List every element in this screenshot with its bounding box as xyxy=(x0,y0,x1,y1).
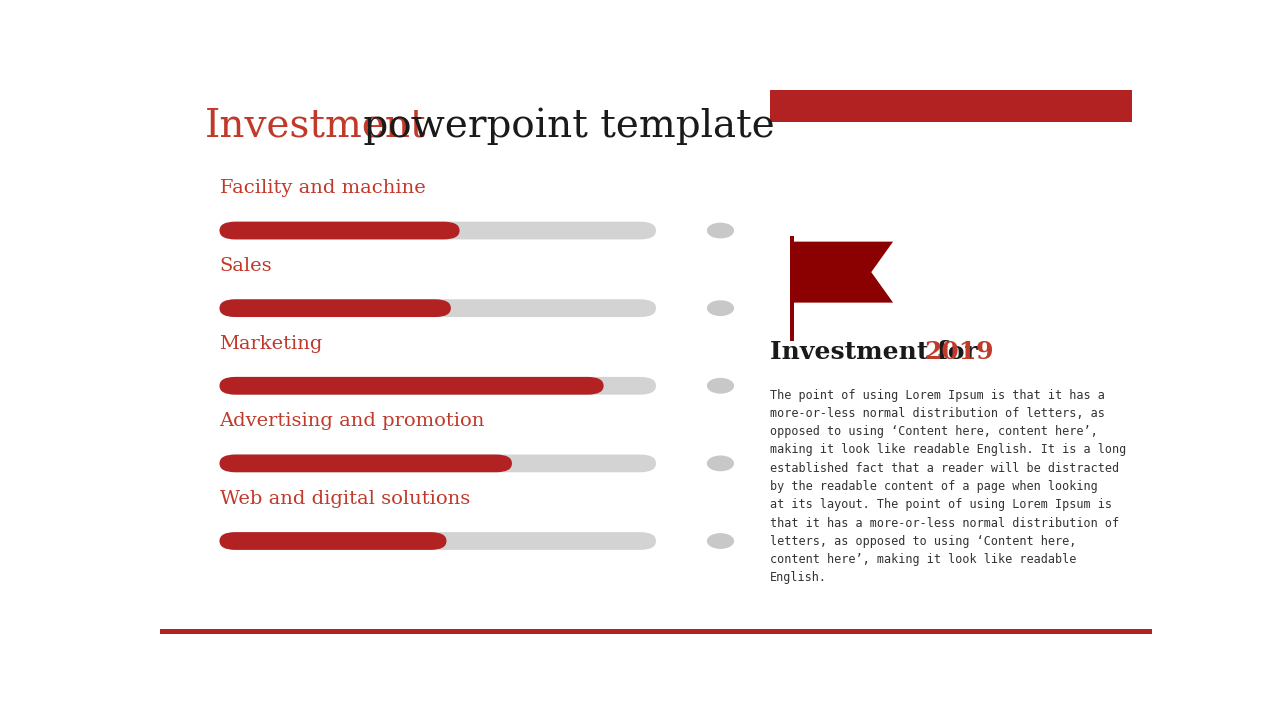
FancyBboxPatch shape xyxy=(771,90,1132,122)
Text: Facility and machine: Facility and machine xyxy=(220,179,425,197)
FancyBboxPatch shape xyxy=(220,222,460,240)
Circle shape xyxy=(708,379,733,393)
Circle shape xyxy=(708,301,733,315)
Text: Sales: Sales xyxy=(220,257,273,275)
Text: letters, as opposed to using ‘Content here,: letters, as opposed to using ‘Content he… xyxy=(771,535,1076,548)
FancyBboxPatch shape xyxy=(220,300,657,317)
Text: Advertising and promotion: Advertising and promotion xyxy=(220,412,485,430)
Text: Marketing: Marketing xyxy=(220,335,323,353)
FancyBboxPatch shape xyxy=(220,300,451,317)
Text: Investment: Investment xyxy=(205,107,426,145)
Text: making it look like readable English. It is a long: making it look like readable English. It… xyxy=(771,444,1126,456)
Text: opposed to using ‘Content here, content here’,: opposed to using ‘Content here, content … xyxy=(771,425,1098,438)
Circle shape xyxy=(708,456,733,471)
Text: Web and digital solutions: Web and digital solutions xyxy=(220,490,470,508)
Text: by the readable content of a page when looking: by the readable content of a page when l… xyxy=(771,480,1098,493)
Bar xyxy=(160,629,1152,634)
Text: established fact that a reader will be distracted: established fact that a reader will be d… xyxy=(771,462,1119,474)
Text: more-or-less normal distribution of letters, as: more-or-less normal distribution of lett… xyxy=(771,407,1105,420)
Text: The point of using Lorem Ipsum is that it has a: The point of using Lorem Ipsum is that i… xyxy=(771,389,1105,402)
FancyBboxPatch shape xyxy=(220,377,604,395)
FancyBboxPatch shape xyxy=(220,454,657,472)
FancyBboxPatch shape xyxy=(220,377,657,395)
Text: powerpoint template: powerpoint template xyxy=(352,107,776,145)
Text: English.: English. xyxy=(771,572,827,585)
Circle shape xyxy=(708,534,733,548)
Bar xyxy=(790,236,794,341)
Circle shape xyxy=(708,223,733,238)
Text: at its layout. The point of using Lorem Ipsum is: at its layout. The point of using Lorem … xyxy=(771,498,1112,511)
FancyBboxPatch shape xyxy=(220,532,447,550)
Polygon shape xyxy=(794,242,893,302)
Text: content here’, making it look like readable: content here’, making it look like reada… xyxy=(771,553,1076,566)
Text: that it has a more-or-less normal distribution of: that it has a more-or-less normal distri… xyxy=(771,517,1119,530)
FancyBboxPatch shape xyxy=(220,532,657,550)
Text: Investment for: Investment for xyxy=(771,340,987,364)
Text: 2019: 2019 xyxy=(924,340,993,364)
FancyBboxPatch shape xyxy=(220,222,657,240)
FancyBboxPatch shape xyxy=(220,454,512,472)
